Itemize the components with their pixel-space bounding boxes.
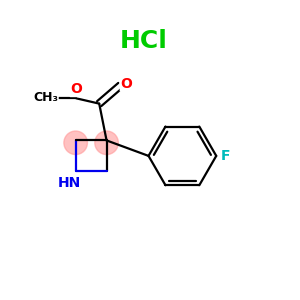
Text: O: O [70,82,82,97]
Circle shape [95,131,118,154]
Text: HN: HN [58,176,81,190]
Text: O: O [120,77,132,91]
Text: HCl: HCl [120,29,168,53]
Circle shape [64,131,87,154]
Text: CH₃: CH₃ [33,91,58,104]
Text: F: F [221,149,230,163]
